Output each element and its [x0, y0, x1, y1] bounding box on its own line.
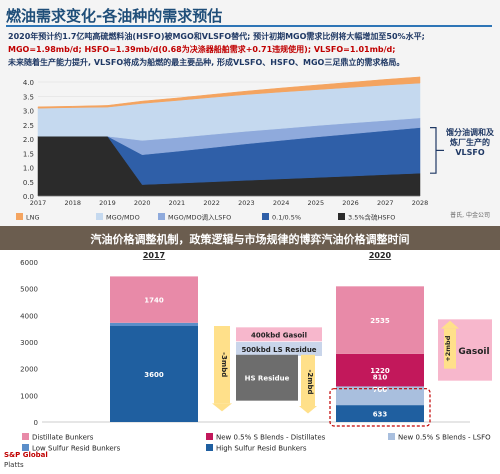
bar-data-label: 1740: [144, 297, 164, 305]
x-tick-label: 2024: [273, 199, 290, 207]
x-tick-label: 2019: [99, 199, 116, 207]
minus2-arrow-head: [299, 406, 317, 414]
x-tick-label: 2028: [412, 199, 429, 207]
x-tick-label: 2017: [30, 199, 47, 207]
sp-global-credit: S&P Global: [4, 451, 48, 459]
hs-residue-box-label: HS Residue: [245, 375, 290, 383]
x-tick-label: 2018: [64, 199, 81, 207]
x-tick-label: 2023: [238, 199, 255, 207]
y-tick-label: 4000: [20, 312, 38, 320]
note-line-2: MGO=1.98mb/d; HSFO=1.39mb/d(0.68为决涤器船舶需求…: [8, 45, 396, 54]
bar-segment-2017-1: [110, 322, 198, 326]
gasoil-box: [236, 327, 322, 342]
legend-swatch: [338, 213, 345, 220]
x-tick-label: 2022: [203, 199, 220, 207]
note-line-1: 2020年预计约1.7亿吨高硫燃料油(HSFO)被MGO和VLSFO替代; 预计…: [8, 32, 425, 41]
plus2-arrow-body: [444, 328, 456, 369]
hs-residue-box: [236, 354, 298, 401]
y-tick-label: 1.5: [23, 150, 34, 158]
legend-label: New 0.5% S Blends - Distillates: [216, 434, 326, 442]
area-series-4: [37, 76, 421, 109]
minus3-arrow-head: [212, 403, 232, 412]
x-tick-label: 2021: [169, 199, 186, 207]
legend-label: MGO/MDO调入LSFO: [168, 213, 231, 222]
legend-label: MGO/MDO: [106, 214, 140, 222]
banner-text: 汽油价格调整机制，政策逻辑与市场规律的博弈汽油价格调整时间: [90, 233, 410, 246]
bar-data-label: 633: [373, 411, 388, 419]
top-chart-title: 燃油需求变化-各油种的需求预估: [6, 7, 223, 25]
legend-label: 0.1/0.5%: [272, 214, 301, 222]
legend-swatch: [206, 444, 213, 451]
top-area-chart: 0.0 0.5 1.0 1.5 2.0 2.5 3.0 3.5 4.0 2017 2018 2019 2…: [16, 76, 444, 222]
gasoil-box-label: 400kbd Gasoil: [251, 331, 307, 339]
legend-swatch: [206, 433, 213, 440]
y-tick-label: 3.5: [23, 93, 34, 101]
bar-segment-2020-3: [336, 353, 424, 387]
minus2-arrow-body: [301, 354, 315, 406]
y-tick-label: 0.0: [23, 193, 34, 201]
y-tick-label: 1000: [20, 392, 38, 400]
y-tick-label: 3.0: [23, 108, 34, 116]
legend-label: High Sulfur Resid Bunkers: [216, 445, 307, 453]
x-tick-label: 2027: [377, 199, 394, 207]
legend-swatch: [158, 213, 165, 220]
category-label-2017: 2017: [143, 251, 165, 260]
legend-label: 3.5%含硫HSFO: [348, 213, 395, 222]
y-tick-label: 1.0: [23, 165, 34, 173]
y-tick-label: 0: [34, 419, 38, 427]
bar-data-label: 2535: [370, 317, 390, 325]
top-chart-panel: 燃油需求变化-各油种的需求预估 2020年预计约1.7亿吨高硫燃料油(HSFO)…: [0, 0, 500, 226]
x-tick-label: 2025: [308, 199, 325, 207]
x-tick-label: 2026: [342, 199, 359, 207]
y-tick-label: 2.0: [23, 136, 34, 144]
ls-residue-box-label: 500kbd LS Residue: [241, 346, 316, 354]
top-source: 普氏, 中金公司: [450, 212, 490, 219]
minus3-label: -3mbd: [220, 352, 228, 377]
legend-label: New 0.5% S Blends - LSFO: [398, 434, 491, 442]
legend-label: Distillate Bunkers: [32, 434, 94, 442]
legend-swatch: [16, 213, 23, 220]
bottom-chart-panel: 0 1000 2000 3000 4000 5000 6000 2017 2020 1740 360…: [0, 250, 500, 474]
legend-label: LNG: [26, 214, 40, 222]
bar-data-label: 3600: [144, 371, 164, 379]
headline-banner: 汽油价格调整机制，政策逻辑与市场规律的博弈汽油价格调整时间: [0, 226, 500, 250]
gasoil-delta-label: Gasoil: [458, 347, 489, 357]
bar-segment-2017-4: [110, 276, 198, 323]
bar-data-label: 700: [373, 386, 388, 394]
y-tick-label: 2.5: [23, 122, 34, 130]
hsfo-highlight-box: [329, 388, 431, 427]
legend-swatch: [388, 433, 395, 440]
plus2-arrow-head: [441, 320, 459, 329]
bar-segment-2020-4: [336, 286, 424, 354]
category-label-2020: 2020: [369, 251, 392, 260]
y-tick-label: 4.0: [23, 79, 34, 87]
ls-residue-box: [236, 342, 322, 356]
minus2-label: -2mbd: [306, 369, 314, 394]
bar-data-label: 1220: [370, 367, 390, 375]
y-tick-label: 2000: [20, 366, 38, 374]
y-tick-label: 3000: [20, 339, 38, 347]
bar-segment-2020-0: [336, 405, 424, 422]
y-tick-label: 6000: [20, 259, 38, 267]
bar-data-label: 810: [373, 374, 388, 382]
bar-segment-2017-0: [110, 326, 198, 422]
platts-credit: Platts: [4, 461, 24, 469]
bar-segment-2020-2: [336, 386, 424, 406]
y-tick-label: 5000: [20, 286, 38, 294]
minus3-arrow-body: [214, 326, 230, 404]
plus2-label: +2mbd: [444, 335, 452, 361]
title-rule: [6, 25, 492, 27]
vlsfo-annotation: 馏分油调和及炼厂生产的VLSFO: [446, 128, 494, 157]
legend-swatch: [262, 213, 269, 220]
vlsfo-bracket: [430, 127, 437, 174]
note-line-3: 未来随着生产能力提升, VLSFO将成为船燃的最主要品种, 形成VLSFO、HS…: [8, 58, 405, 67]
legend-label: Low Sulfur Resid Bunkers: [32, 445, 121, 453]
legend-swatch: [96, 213, 103, 220]
x-tick-label: 2020: [134, 199, 151, 207]
legend-swatch: [22, 433, 29, 440]
y-tick-label: 0.5: [23, 179, 34, 187]
bottom-bar-chart: 0 1000 2000 3000 4000 5000 6000 2017 2020 1740 360…: [20, 251, 492, 453]
legend-swatch: [22, 444, 29, 451]
